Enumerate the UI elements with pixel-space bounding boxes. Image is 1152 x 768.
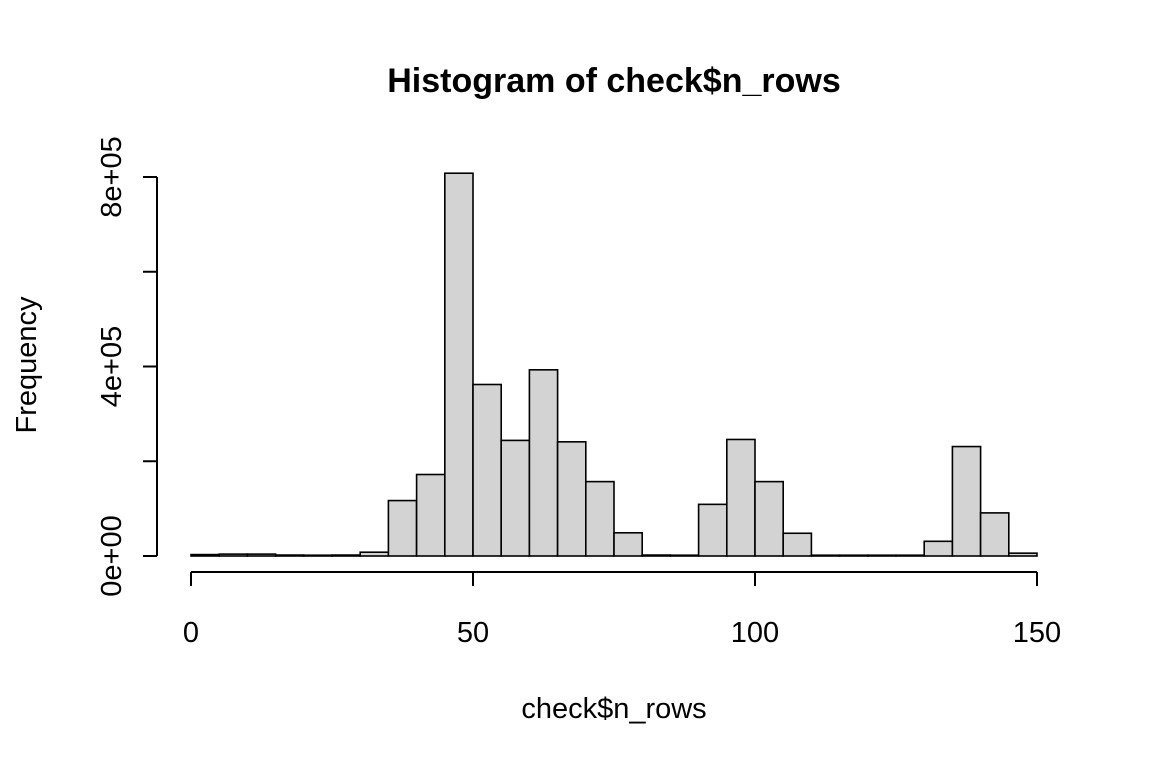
- histogram-bar: [443, 172, 474, 557]
- histogram-bar: [979, 512, 1010, 557]
- histogram-bar: [613, 531, 644, 557]
- y-tick-label: 4e+05: [96, 326, 128, 407]
- histogram-bar: [246, 553, 277, 557]
- bars: [190, 172, 1038, 557]
- histogram-bar: [274, 554, 305, 557]
- x-tick-label: 150: [1013, 617, 1061, 649]
- histogram-bar: [1007, 552, 1038, 557]
- histogram-bar: [556, 441, 587, 557]
- histogram-bar: [472, 383, 503, 557]
- y-tick-label: 8e+05: [96, 136, 128, 217]
- x-axis-label: check$n_rows: [521, 693, 706, 725]
- histogram-bar: [190, 553, 221, 557]
- x-tick-label: 50: [457, 617, 489, 649]
- histogram-bar: [782, 532, 813, 557]
- chart-title: Histogram of check$n_rows: [387, 62, 840, 100]
- histogram-bar: [641, 554, 672, 557]
- x-axis: 0 50 100 150: [183, 571, 1061, 649]
- histogram-bar: [331, 554, 362, 557]
- histogram-bar: [584, 480, 615, 557]
- y-axis-label: Frequency: [11, 296, 43, 434]
- histogram-bar: [838, 554, 869, 557]
- y-axis: 0e+00 4e+05 8e+05: [96, 136, 158, 597]
- histogram-bar: [302, 554, 333, 557]
- histogram-bar: [810, 554, 841, 557]
- y-tick-label: 0e+00: [96, 515, 128, 596]
- histogram-bar: [528, 369, 559, 557]
- histogram-bar: [697, 503, 728, 557]
- histogram-bar: [951, 445, 982, 557]
- histogram-bar: [359, 551, 390, 557]
- histogram-bar: [387, 499, 418, 557]
- x-tick-label: 0: [183, 617, 199, 649]
- histogram-bar: [500, 439, 531, 557]
- histogram-bar: [415, 473, 446, 557]
- histogram-bar: [895, 554, 926, 557]
- histogram-bar: [725, 438, 756, 557]
- histogram-bar: [218, 553, 249, 557]
- histogram-bar: [669, 554, 700, 557]
- x-tick-label: 100: [731, 617, 779, 649]
- histogram-bar: [866, 554, 897, 557]
- histogram-bar: [754, 480, 785, 557]
- histogram-bar: [923, 540, 954, 557]
